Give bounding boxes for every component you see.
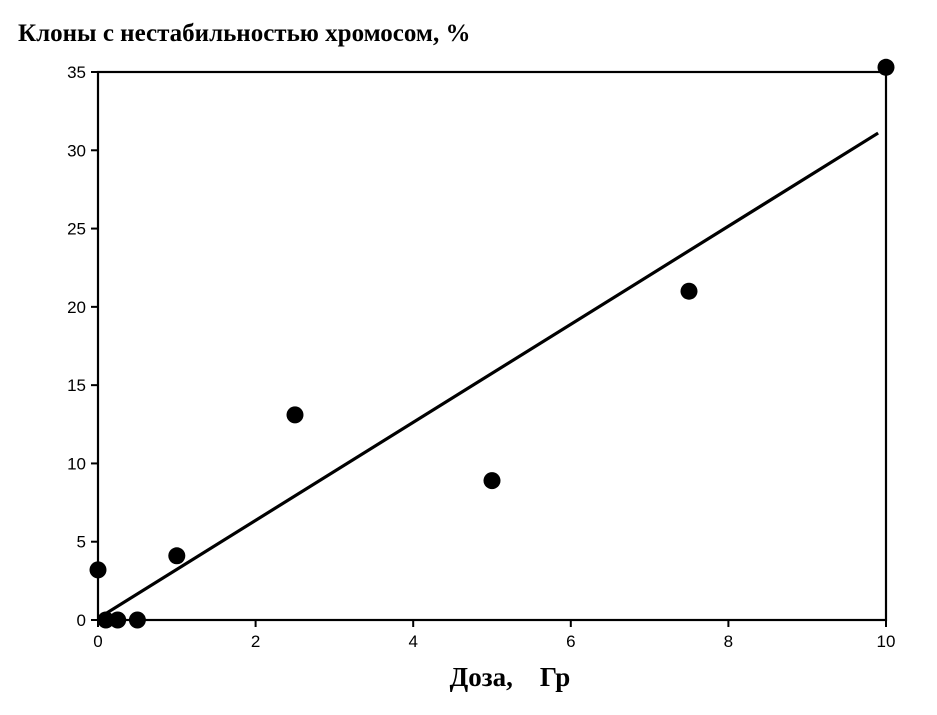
y-axis: 0 5 10 15 20 25 30 35 (67, 63, 98, 630)
x-axis: 0 2 4 6 8 10 (93, 620, 895, 651)
y-tick-label: 25 (67, 220, 86, 239)
y-tick-label: 20 (67, 298, 86, 317)
x-tick-label: 8 (724, 632, 733, 651)
data-points (89, 58, 895, 629)
data-point (97, 611, 115, 629)
data-point (89, 561, 107, 579)
regression-line (97, 131, 879, 620)
x-tick-label: 10 (877, 632, 896, 651)
y-tick-label: 35 (67, 63, 86, 82)
data-point (168, 547, 186, 565)
data-point (877, 58, 895, 76)
x-tick-label: 2 (251, 632, 260, 651)
chart-title: Клоны с нестабильностью хромосом, % (18, 20, 470, 47)
data-point (286, 406, 304, 424)
y-tick-label: 15 (67, 376, 86, 395)
x-tick-label: 6 (566, 632, 575, 651)
x-axis-label: Доза, Гр (450, 662, 571, 692)
data-point (109, 611, 127, 629)
plot-frame (96, 70, 888, 622)
y-tick-label: 30 (67, 141, 86, 160)
y-tick-label: 5 (77, 533, 86, 552)
x-tick-label: 4 (408, 632, 417, 651)
data-point (483, 472, 501, 490)
regression-line-group (97, 131, 879, 620)
data-point (128, 611, 146, 629)
y-tick-label: 0 (77, 611, 86, 630)
y-tick-label: 10 (67, 454, 86, 473)
plot-border (96, 70, 888, 622)
x-tick-label: 0 (93, 632, 102, 651)
data-point (680, 282, 698, 300)
